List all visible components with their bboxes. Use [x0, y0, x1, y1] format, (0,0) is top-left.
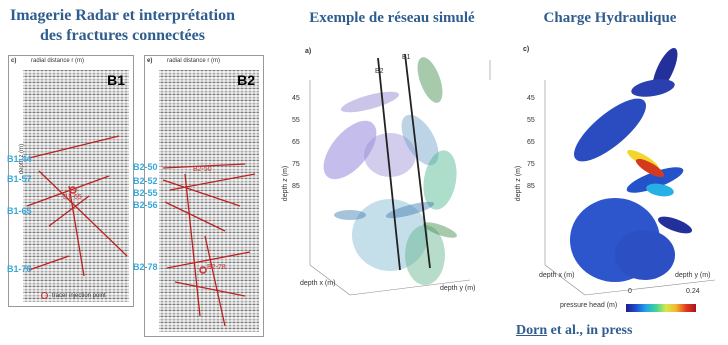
right-title: Charge Hydraulique [543, 10, 677, 26]
well-label-b1: B1 [402, 54, 411, 61]
b2-fracture-label: B2-50 [133, 162, 158, 172]
colorbar-min: 0 [628, 288, 632, 295]
network-3d-plot [309, 53, 491, 296]
left-title: Imagerie Radar et interprétation des fra… [10, 6, 235, 46]
tracer-legend: tracer injection point [41, 292, 106, 299]
b2-label: B2 [237, 72, 255, 88]
z-tick: 45 [527, 95, 535, 102]
b2-fracture-label: B2-56 [133, 200, 158, 210]
head-y-axis: depth y (m) [675, 272, 711, 279]
z-tick: 75 [292, 161, 300, 168]
b2-fracture-lines [162, 163, 256, 327]
b1-fracture-label: B1-65 [7, 206, 32, 216]
network-z-ticks: 45 55 65 75 85 [292, 88, 300, 198]
head-x-axis: depth x (m) [539, 272, 575, 279]
b1-tag: c) [11, 58, 17, 64]
network-y-axis: depth y (m) [440, 285, 476, 292]
head-panel: c) depth z (m) 45 55 65 75 85 depth x (m… [515, 40, 728, 310]
z-tick: 55 [292, 117, 300, 124]
tracer-legend-label: tracer injection point [52, 292, 106, 299]
gpr-image-b1 [23, 70, 129, 302]
z-tick: 65 [527, 139, 535, 146]
b1-label: B1 [107, 72, 125, 88]
b1-fracture-lines [26, 135, 128, 277]
head-3d-plot [544, 47, 716, 296]
colorbar-max: 0.24 [686, 288, 700, 295]
b2-fracture-label: B2-52 [133, 176, 158, 186]
network-panel: a) B2 B1 depth z (m) 45 55 65 75 85 dept… [280, 40, 500, 310]
citation: Dorn et al., in press [516, 323, 632, 339]
z-tick: 75 [527, 161, 535, 168]
head-z-ticks: 45 55 65 75 85 [527, 88, 535, 198]
left-title-line2: des fractures connectées [40, 27, 205, 44]
b2-red-label: B2-50 [193, 166, 212, 173]
head-z-axis: depth z (m) [515, 165, 523, 202]
head-tag: c) [523, 46, 530, 53]
b1-fracture-label: B1-57 [7, 174, 32, 184]
z-tick: 65 [292, 139, 300, 146]
colorbar-label: pressure head (m) [560, 302, 618, 309]
gpr-panel-b1: radial distance r (m) c) depth z (m) B1 … [7, 55, 134, 307]
b1-axis-top: radial distance r (m) [31, 58, 85, 64]
z-tick: 45 [292, 95, 300, 102]
b2-fracture-label: B2-55 [133, 188, 158, 198]
z-tick: 85 [527, 183, 535, 190]
middle-title: Exemple de réseau simulé [309, 10, 475, 26]
b1-fracture-label: B1-44 [7, 154, 32, 164]
left-title-line1: Imagerie Radar et interprétation [10, 7, 235, 24]
z-tick: 55 [527, 117, 535, 124]
b1-red-label: B1-65 [63, 194, 82, 201]
well-label-b2: B2 [375, 68, 384, 75]
pressure-head-colorbar [626, 304, 696, 312]
z-tick: 85 [292, 183, 300, 190]
b1-fracture-label: B1-78 [7, 264, 32, 274]
b2-axis-top: radial distance r (m) [167, 58, 221, 64]
network-z-axis: depth z (m) [282, 165, 290, 202]
b2-fracture-label: B2-78 [133, 262, 158, 272]
citation-author: Dorn [516, 323, 548, 338]
b2-red-label: B2-78 [207, 264, 226, 271]
citation-rest: et al., in press [547, 323, 633, 338]
network-x-axis: depth x (m) [300, 280, 336, 287]
gpr-panel-b2: radial distance r (m) e) B2 B2-50 B2-52 … [133, 55, 264, 337]
b2-tag: e) [147, 58, 153, 64]
tracer-ring-icon [41, 292, 48, 299]
network-tag: a) [305, 48, 312, 55]
